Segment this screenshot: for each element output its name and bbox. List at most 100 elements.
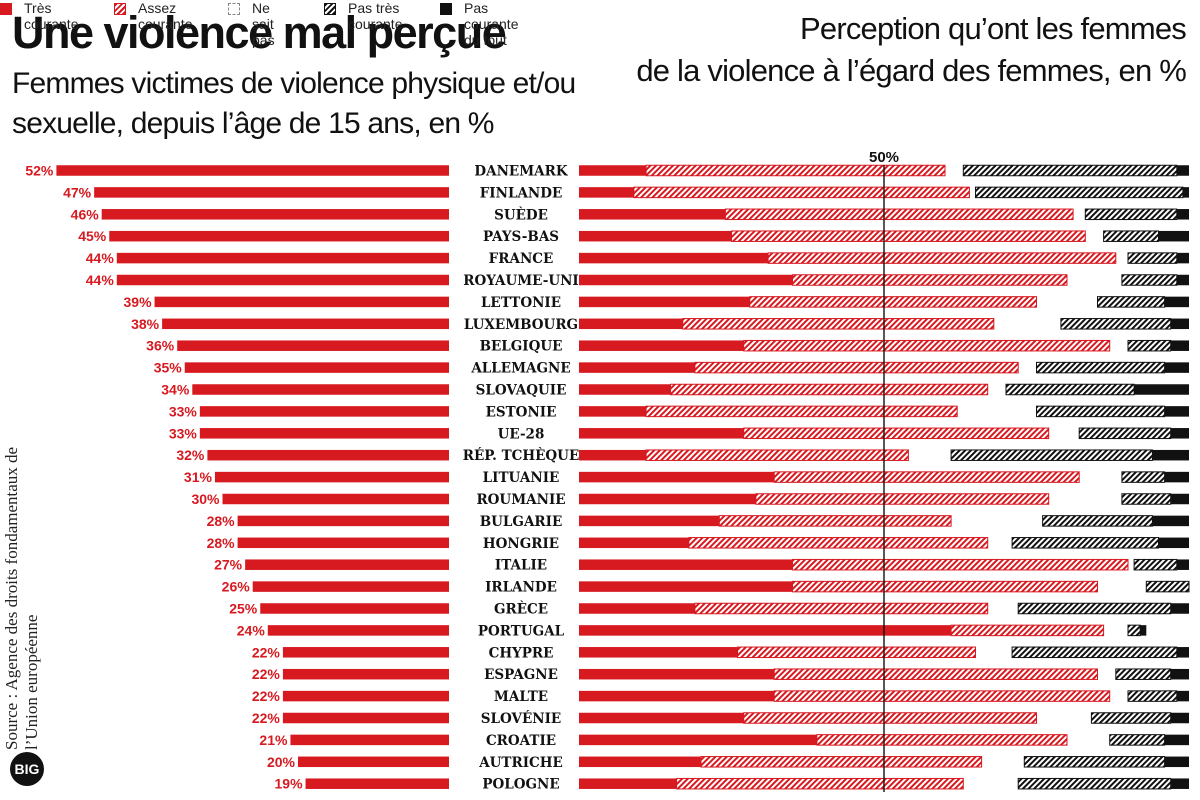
segment-tres-courante-irlande [579, 581, 793, 592]
segment-assez-courante-su-de [724, 208, 1074, 221]
segment-tres-courante-luxembourg [579, 318, 683, 330]
segment-assez-courante-malte [773, 690, 1111, 702]
legend-swatch-hatch-black [324, 3, 336, 15]
segment-pas-tres-courante-autriche [1023, 756, 1166, 768]
segment-assez-courante-pologne [676, 777, 964, 790]
segment-pas-courante-du-tout-slov-nie [1170, 712, 1189, 724]
segment-assez-courante-slov-nie [743, 712, 1037, 724]
victim-bar-r-p-tch-que [207, 449, 449, 461]
segment-pas-courante-du-tout-autriche [1164, 756, 1189, 768]
victim-value-label: 22% [252, 710, 281, 726]
victim-value-label: 39% [124, 294, 153, 310]
segment-assez-courante-royaume-uni [792, 274, 1068, 286]
segment-tres-courante-lettonie [579, 296, 750, 308]
segment-pas-tres-courante-su-de [1084, 208, 1178, 221]
segment-assez-courante-hongrie [688, 537, 989, 549]
segment-ne-sait-pas-luxembourg [994, 319, 1061, 330]
segment-pas-tres-courante-royaume-uni [1121, 274, 1178, 286]
right-title-line-2: de la violence à l’égard des femmes, en … [636, 53, 1186, 88]
segment-pas-tres-courante-pays-bas [1103, 230, 1159, 242]
legend-label: Très courante [24, 0, 79, 32]
victim-value-label: 46% [71, 206, 100, 222]
segment-ne-sait-pas-gr-ce [988, 603, 1019, 614]
segment-pas-tres-courante-slov-nie [1090, 712, 1172, 724]
reference-line-group: 50% [869, 149, 899, 792]
segment-pas-courante-du-tout-croatie [1164, 734, 1189, 746]
victim-value-label: 33% [169, 425, 198, 441]
victim-bar-malte [282, 690, 449, 702]
segment-assez-courante-lituanie [773, 471, 1080, 483]
segment-pas-tres-courante-bulgarie [1042, 515, 1153, 527]
segment-assez-courante-gr-ce [694, 602, 989, 615]
segment-assez-courante-danemark [645, 164, 946, 177]
country-label-r-p-tch-que: RÉP. TCHÈQUE [463, 448, 579, 464]
segment-pas-tres-courante-hongrie [1011, 537, 1159, 549]
victim-value-label: 36% [146, 338, 175, 354]
victim-value-label: 24% [237, 622, 266, 638]
legend-label: Assez courante [138, 0, 193, 32]
victim-value-label: 34% [161, 382, 190, 398]
segment-ne-sait-pas-roumanie [1049, 494, 1122, 505]
segment-pas-courante-du-tout-royaume-uni [1176, 274, 1189, 286]
victim-value-label: 45% [78, 228, 107, 244]
segment-pas-tres-courante-lituanie [1121, 471, 1166, 483]
country-label-finlande: FINLANDE [480, 185, 563, 201]
segment-tres-courante-malte [579, 690, 775, 702]
segment-tres-courante-hongrie [579, 537, 689, 549]
segment-assez-courante-roumanie [755, 493, 1050, 505]
country-label-roumanie: ROUMANIE [476, 492, 565, 508]
segment-ne-sait-pas-su-de [1073, 209, 1085, 220]
segment-tres-courante-allemagne [579, 362, 695, 373]
segment-pas-courante-du-tout-ue-28 [1170, 428, 1189, 439]
segment-pas-tres-courante-luxembourg [1060, 318, 1172, 330]
victim-bar-gr-ce [260, 603, 449, 614]
victim-value-label: 32% [176, 447, 205, 463]
segment-ne-sait-pas-croatie [1067, 735, 1110, 746]
victim-bar-autriche [298, 756, 449, 768]
segment-assez-courante-r-p-tch-que [645, 449, 909, 461]
segment-pas-courante-du-tout-su-de [1176, 209, 1189, 220]
segment-pas-tres-courante-italie [1133, 558, 1178, 571]
segment-tres-courante-danemark [579, 165, 647, 176]
segment-ne-sait-pas-bulgarie [951, 516, 1043, 527]
segment-tres-courante-autriche [579, 756, 701, 768]
country-label-malte: MALTE [494, 689, 548, 705]
country-label-su-de: SUÈDE [494, 207, 548, 223]
victim-value-label: 28% [207, 535, 236, 551]
right-title-line-1: Perception qu’ont les femmes [800, 11, 1187, 46]
victim-bar-hongrie [237, 537, 449, 549]
segment-pas-tres-courante-r-p-tch-que [950, 449, 1153, 461]
victim-bar-irlande [252, 581, 449, 592]
country-label-royaume-uni: ROYAUME-UNI [463, 273, 579, 289]
segment-pas-tres-courante-espagne [1115, 668, 1172, 680]
segment-pas-tres-courante-slovaquie [1005, 383, 1135, 396]
segment-pas-tres-courante-portugal [1127, 624, 1141, 637]
segment-tres-courante-espagne [579, 668, 775, 680]
country-label-lituanie: LITUANIE [483, 470, 560, 486]
victim-bar-allemagne [184, 362, 449, 373]
country-label-slov-nie: SLOVÉNIE [481, 711, 561, 727]
victim-bar-roumanie [222, 493, 449, 505]
segment-tres-courante-lituanie [579, 471, 775, 483]
country-label-bulgarie: BULGARIE [480, 514, 563, 530]
segment-assez-courante-france [767, 252, 1117, 264]
victim-value-label: 52% [25, 163, 54, 179]
segment-ne-sait-pas-ue-28 [1049, 428, 1080, 439]
victim-bar-belgique [177, 340, 449, 351]
legend-label: Ne sait pas [252, 0, 275, 48]
segment-pas-tres-courante-irlande [1145, 580, 1190, 593]
victim-bar-lettonie [154, 296, 450, 308]
segment-pas-tres-courante-pologne [1017, 777, 1172, 790]
victim-bar-lituanie [214, 471, 449, 483]
victim-value-label: 33% [169, 403, 198, 419]
segment-assez-courante-estonie [645, 405, 958, 418]
segment-tres-courante-bulgarie [579, 515, 720, 527]
segment-pas-tres-courante-belgique [1127, 339, 1172, 352]
segment-tres-courante-ue-28 [579, 428, 744, 439]
victim-bar-croatie [290, 734, 449, 746]
country-label-danemark: DANEMARK [474, 164, 568, 180]
segment-pas-tres-courante-allemagne [1036, 361, 1166, 374]
segment-tres-courante-pologne [579, 778, 677, 789]
segment-ne-sait-pas-royaume-uni [1067, 275, 1122, 286]
segment-tres-courante-gr-ce [579, 603, 695, 614]
